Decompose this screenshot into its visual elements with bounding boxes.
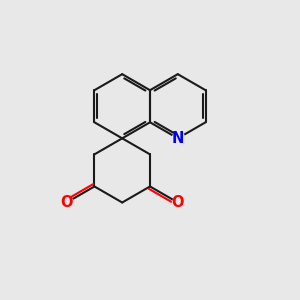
Text: N: N	[172, 131, 184, 146]
Text: O: O	[60, 195, 73, 210]
Text: O: O	[172, 195, 184, 210]
